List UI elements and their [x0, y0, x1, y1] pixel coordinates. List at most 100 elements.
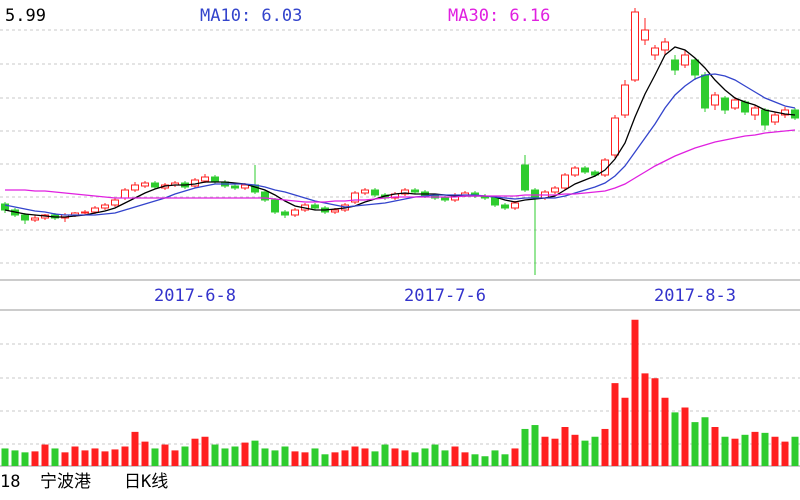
candle-body [201, 176, 209, 182]
candle-body [771, 114, 779, 123]
volume-bar [141, 441, 149, 466]
volume-bar [501, 454, 509, 466]
candle-body [111, 199, 119, 206]
volume-bar [741, 434, 749, 466]
volume-bar [151, 448, 159, 466]
candle-body [691, 59, 699, 76]
volume-bar [41, 444, 49, 466]
volume-bar [421, 448, 429, 466]
volume-bar [31, 451, 39, 466]
volume-bar [391, 448, 399, 466]
legend-label: 5.99 [5, 6, 46, 26]
volume-bar [61, 452, 69, 466]
x-tick-label: 2017-7-6 [404, 286, 486, 306]
candle-body [81, 211, 89, 214]
candle-body [631, 11, 639, 81]
volume-bar [561, 427, 569, 466]
volume-bar [631, 319, 639, 466]
volume-bar [681, 407, 689, 466]
candle-body [31, 217, 39, 221]
volume-bar [491, 450, 499, 466]
volume-bar [261, 448, 269, 466]
candle-body [501, 204, 509, 209]
volume-bar [201, 436, 209, 466]
volume-bar [481, 456, 489, 466]
volume-bar [621, 397, 629, 466]
plot-area [1, 8, 799, 466]
volume-bar [761, 432, 769, 466]
candle-body [361, 189, 369, 194]
volume-bar [331, 452, 339, 466]
volume-bar [101, 451, 109, 466]
volume-bar [171, 450, 179, 466]
candle-body [291, 209, 299, 216]
volume-bar [781, 441, 789, 466]
candle-body [311, 204, 319, 209]
volume-bar [221, 448, 229, 466]
volume-bar [531, 425, 539, 466]
volume-bar [711, 427, 719, 466]
volume-bar [611, 383, 619, 466]
volume-bar [411, 452, 419, 466]
candle-body [621, 84, 629, 116]
volume-bar [311, 448, 319, 466]
volume-bar [791, 436, 799, 466]
volume-bar [661, 397, 669, 466]
volume-bar [111, 449, 119, 466]
volume-bar [381, 444, 389, 466]
volume-bar [281, 446, 289, 466]
volume-bar [471, 454, 479, 466]
volume-bar [211, 444, 219, 466]
volume-bar [1, 448, 9, 466]
candle-body [781, 109, 789, 116]
candle-body [141, 182, 149, 187]
candle-body [751, 107, 759, 116]
candle-body [401, 189, 409, 195]
volume-bar [51, 448, 59, 466]
x-tick-label: 2017-6-8 [154, 286, 236, 306]
volume-bar [121, 446, 129, 466]
volume-bar [731, 438, 739, 466]
candle-body [371, 189, 379, 196]
candle-body [241, 184, 249, 189]
volume-bar [721, 436, 729, 466]
volume-bar [81, 450, 89, 466]
volume-bar [161, 444, 169, 466]
candle-body [281, 211, 289, 216]
candle-body [101, 204, 109, 209]
footer-label: 18 [0, 472, 20, 492]
candle-body [641, 29, 649, 41]
candle-body [521, 164, 529, 191]
candle-body [561, 174, 569, 189]
candle-body [761, 109, 769, 126]
legend-label: MA30: 6.16 [448, 6, 550, 26]
volume-bar [241, 442, 249, 466]
legend-label: MA10: 6.03 [200, 6, 302, 26]
volume-bar [671, 412, 679, 466]
volume-bar [181, 446, 189, 466]
footer-label: 日K线 [124, 472, 168, 492]
volume-bar [701, 417, 709, 466]
volume-bar [551, 438, 559, 466]
candle-body [741, 101, 749, 113]
candle-body [211, 176, 219, 183]
volume-bar [91, 448, 99, 466]
candle-body [731, 99, 739, 109]
volume-bar [321, 454, 329, 466]
volume-bar [271, 450, 279, 466]
volume-bar [641, 373, 649, 466]
candle-body [681, 54, 689, 66]
labels: 5.99 MA10: 6.03 MA30: 6.16 2017-6-8 2017-7-6… [0, 6, 736, 492]
volume-bar [541, 436, 549, 466]
volume-bar [291, 451, 299, 466]
candle-body [711, 94, 719, 106]
candle-body [651, 47, 659, 56]
volume-bar [131, 431, 139, 466]
x-tick-label: 2017-8-3 [654, 286, 736, 306]
candle-body [791, 109, 799, 119]
volume-bar [651, 378, 659, 466]
candle-body [551, 187, 559, 193]
volume-bar [691, 422, 699, 466]
volume-bar [441, 450, 449, 466]
candle-body [701, 74, 709, 109]
